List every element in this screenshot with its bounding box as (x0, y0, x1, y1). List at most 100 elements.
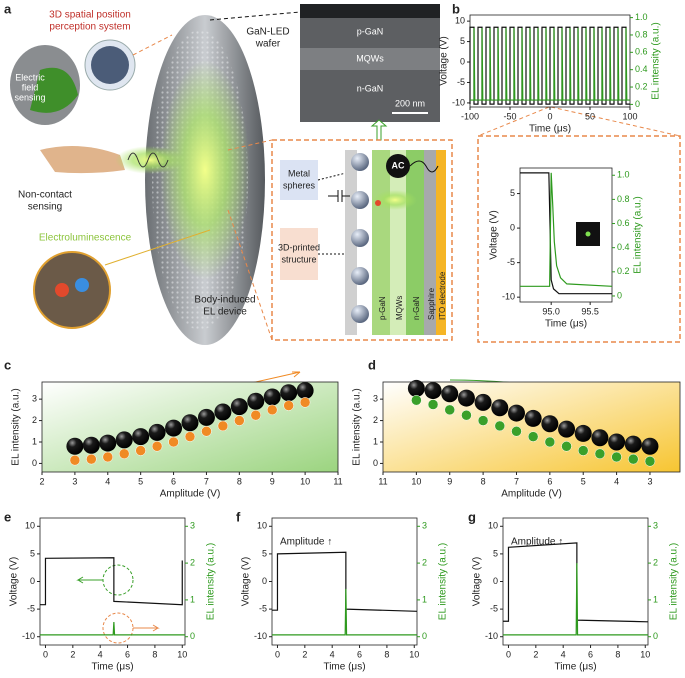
caterpillar (30, 67, 78, 113)
sphere-marker (457, 389, 475, 407)
sphere-marker (181, 414, 199, 432)
y2-tick-label: 1.0 (617, 170, 630, 180)
arrow (370, 119, 388, 141)
x-tick-label: 95.0 (542, 306, 560, 316)
sphere-marker (115, 431, 133, 449)
y-axis-label: EL intensity (a.u.) (352, 388, 363, 465)
y-tick-label: 3 (32, 394, 37, 404)
y-axis-label: Voltage (V) (439, 36, 450, 85)
sem-layer (300, 48, 440, 70)
y-tick-label: 10 (25, 521, 35, 531)
sphere-marker (214, 403, 232, 421)
sphere-marker (624, 435, 642, 453)
connector (550, 106, 681, 137)
dot-marker (234, 415, 245, 426)
y-tick-label: 0 (460, 56, 465, 66)
y-tick-label: 10 (455, 16, 465, 26)
layer-label: p-GaN (378, 296, 387, 320)
x-tick-label: 10 (409, 649, 419, 659)
capacitor (328, 190, 350, 202)
sphere-marker (441, 385, 459, 403)
ac-label: AC (392, 160, 405, 170)
chart: 11 10 9 8 7 6 5 4 3 0 1 2 3 Amplitude (V) EL intensity… (352, 379, 681, 500)
x-tick-label: 10 (177, 649, 187, 659)
x-tick-label: 6 (357, 649, 362, 659)
x-tick-label: 6 (547, 476, 552, 486)
sphere-marker (247, 392, 265, 410)
x-tick-label: -100 (461, 111, 479, 121)
line-series (503, 563, 648, 636)
y-tick-label: 3 (373, 394, 378, 404)
sphere-marker (66, 437, 84, 455)
y-tick-label: -5 (507, 257, 515, 267)
y-tick-label: 5 (510, 188, 515, 198)
x-tick-label: 4 (330, 649, 335, 659)
label-box (280, 160, 318, 200)
x-tick-label: 100 (622, 111, 637, 121)
y-tick-label: 1 (32, 436, 37, 446)
caption: wafer (255, 39, 281, 50)
y-tick-label: 10 (257, 521, 267, 531)
caption: sensing (28, 202, 62, 213)
sphere-marker (148, 423, 166, 441)
y-axis-label: Voltage (V) (472, 557, 483, 606)
caption: Body-induced (194, 295, 255, 306)
caption: EL device (203, 307, 247, 318)
highlight (102, 564, 134, 596)
y-tick-label: 2 (32, 415, 37, 425)
dot-marker (427, 399, 439, 410)
sphere-marker (296, 382, 314, 400)
sphere-marker (197, 408, 215, 426)
y2-tick-label: 3 (190, 521, 195, 531)
y-tick-label: 0 (510, 222, 515, 232)
y-axis-label: EL intensity (a.u.) (11, 388, 22, 465)
y2-tick-label: 1.0 (635, 12, 648, 22)
dot-marker (611, 451, 622, 463)
y2-axis-label: EL intensity (a.u.) (438, 543, 449, 620)
y-tick-label: 10 (488, 521, 498, 531)
sem-layer (300, 4, 440, 18)
x-tick-label: 8 (384, 649, 389, 659)
line-series (469, 26, 630, 105)
panel-label: b (452, 1, 460, 16)
y2-tick-label: 0.6 (617, 218, 630, 228)
y2-tick-label: 0.8 (617, 194, 630, 204)
metal-sphere (351, 191, 369, 209)
x-tick-label: 6 (588, 649, 593, 659)
particle-inset (33, 251, 111, 329)
arrow (133, 624, 160, 632)
x-tick-label: 0 (275, 649, 280, 659)
y-tick-label: -5 (259, 603, 267, 613)
y-axis-label: Voltage (V) (241, 557, 252, 606)
x-tick-label: 4 (98, 649, 103, 659)
y-tick-label: -10 (485, 631, 498, 641)
annotation: Amplitude ↑ (511, 537, 563, 548)
dot-marker (561, 441, 572, 452)
y-tick-label: -10 (22, 631, 35, 641)
annotation: Amplitude ↑ (280, 537, 332, 548)
y2-tick-label: 2 (190, 557, 195, 567)
y2-tick-label: 1 (422, 594, 427, 604)
scale-bar-label: 200 nm (395, 98, 425, 108)
x-tick-label: 10 (411, 476, 421, 486)
dot-marker (86, 453, 97, 465)
sphere-marker (424, 382, 442, 400)
sem-label: MQWs (356, 53, 384, 63)
y2-axis-label: EL intensity (a.u.) (669, 543, 680, 620)
y-tick-label: 0 (493, 576, 498, 586)
x-tick-label: 9 (270, 476, 275, 486)
charge (375, 200, 381, 206)
line-series (470, 28, 630, 101)
plot-frame (519, 167, 613, 303)
panel-label: g (468, 509, 476, 524)
y-tick-label: -5 (457, 77, 465, 87)
caption: spheres (283, 180, 316, 190)
x-axis-label: Amplitude (V) (160, 489, 221, 500)
y-tick-label: 1 (373, 436, 378, 446)
y2-tick-label: 0.2 (635, 81, 648, 91)
y-tick-label: 5 (262, 548, 267, 558)
x-axis-label: Time (μs) (323, 662, 365, 673)
y-tick-label: -5 (27, 603, 35, 613)
x-axis-label: Time (μs) (529, 124, 571, 135)
dot-marker (594, 448, 606, 460)
